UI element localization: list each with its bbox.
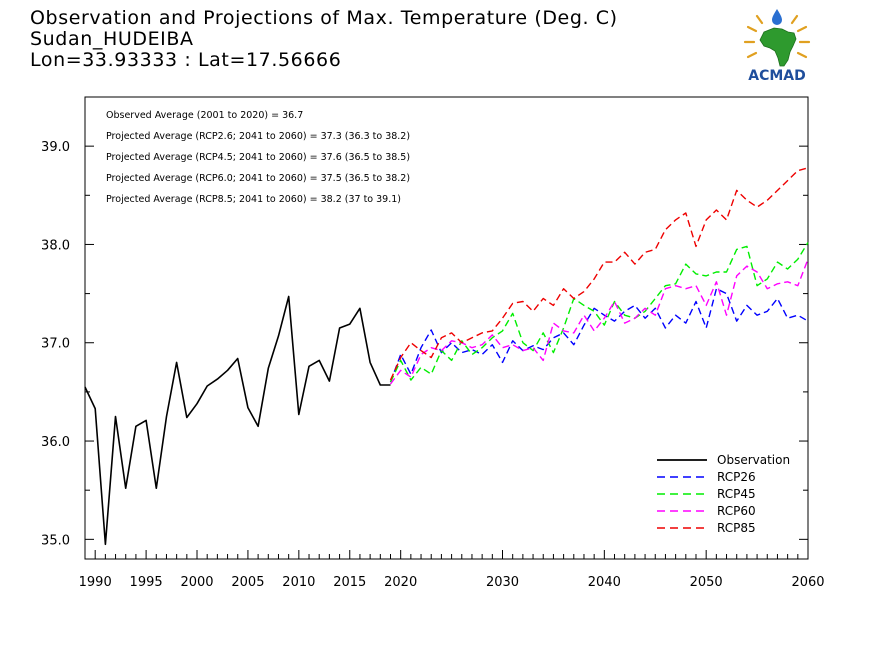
x-tick-label: 2020 — [384, 575, 417, 590]
legend-label-rcp60: RCP60 — [717, 504, 756, 518]
y-tick-label: 39.0 — [41, 140, 70, 155]
annotation-text: Projected Average (RCP8.5; 2041 to 2060)… — [106, 194, 401, 205]
station-coordinates: Lon=33.93333 : Lat=17.56666 — [30, 49, 342, 71]
annotations: Observed Average (2001 to 2020) = 36.7 Pr… — [106, 110, 410, 205]
plot-frame — [84, 96, 809, 560]
annotation-text: Projected Average (RCP6.0; 2041 to 2060)… — [106, 173, 410, 184]
water-drop-icon — [772, 9, 782, 25]
annotation-text: Projected Average (RCP4.5; 2041 to 2060)… — [106, 152, 410, 163]
annotation-text: Observed Average (2001 to 2020) = 36.7 — [106, 110, 303, 121]
x-tick-labels: 1990 1995 2000 2005 2010 2015 2020 2030 2040 2050… — [79, 575, 825, 590]
series-line-rcp85 — [389, 167, 809, 381]
logo-text: ACMAD — [748, 68, 806, 84]
legend-label-observation: Observation — [717, 453, 790, 467]
x-tick-label: 2040 — [588, 575, 621, 590]
y-tick-label: 38.0 — [41, 238, 70, 253]
x-tick-label: 2060 — [791, 575, 824, 590]
x-tick-label: 2050 — [690, 575, 723, 590]
y-tick-label: 35.0 — [41, 533, 70, 548]
sun-rays-icon — [743, 14, 811, 59]
series-line-rcp45 — [389, 242, 809, 383]
x-tick-label: 2030 — [486, 575, 519, 590]
series-line-observation — [84, 295, 391, 546]
series-line-rcp60 — [389, 258, 809, 385]
africa-map-icon — [759, 27, 797, 67]
title-block: Observation and Projections of Max. Temp… — [30, 8, 618, 71]
x-tick-label: 2015 — [333, 575, 366, 590]
station-name: Sudan_HUDEIBA — [30, 28, 194, 50]
x-tick-label: 2005 — [231, 575, 264, 590]
legend-label-rcp26: RCP26 — [717, 470, 756, 484]
x-tick-label: 2010 — [282, 575, 315, 590]
y-tick-labels: 35.0 36.0 37.0 38.0 39.0 — [41, 140, 70, 548]
legend-label-rcp85: RCP85 — [717, 521, 756, 535]
x-tick-label: 2000 — [180, 575, 213, 590]
legend-label-rcp45: RCP45 — [717, 487, 756, 501]
x-tick-label: 1995 — [130, 575, 163, 590]
chart-title: Observation and Projections of Max. Temp… — [30, 7, 618, 29]
legend: Observation RCP26 RCP45 RCP60 RCP85 — [657, 453, 790, 535]
plot-border — [84, 96, 809, 560]
y-tick-label: 36.0 — [41, 435, 70, 450]
acmad-logo: ACMAD — [743, 9, 811, 84]
annotation-text: Projected Average (RCP2.6; 2041 to 2060)… — [106, 131, 410, 142]
x-tick-label: 1990 — [79, 575, 112, 590]
y-tick-label: 37.0 — [41, 337, 70, 352]
tick-marks — [85, 145, 809, 559]
series-lines — [84, 167, 809, 546]
series-line-rcp26 — [389, 288, 809, 383]
